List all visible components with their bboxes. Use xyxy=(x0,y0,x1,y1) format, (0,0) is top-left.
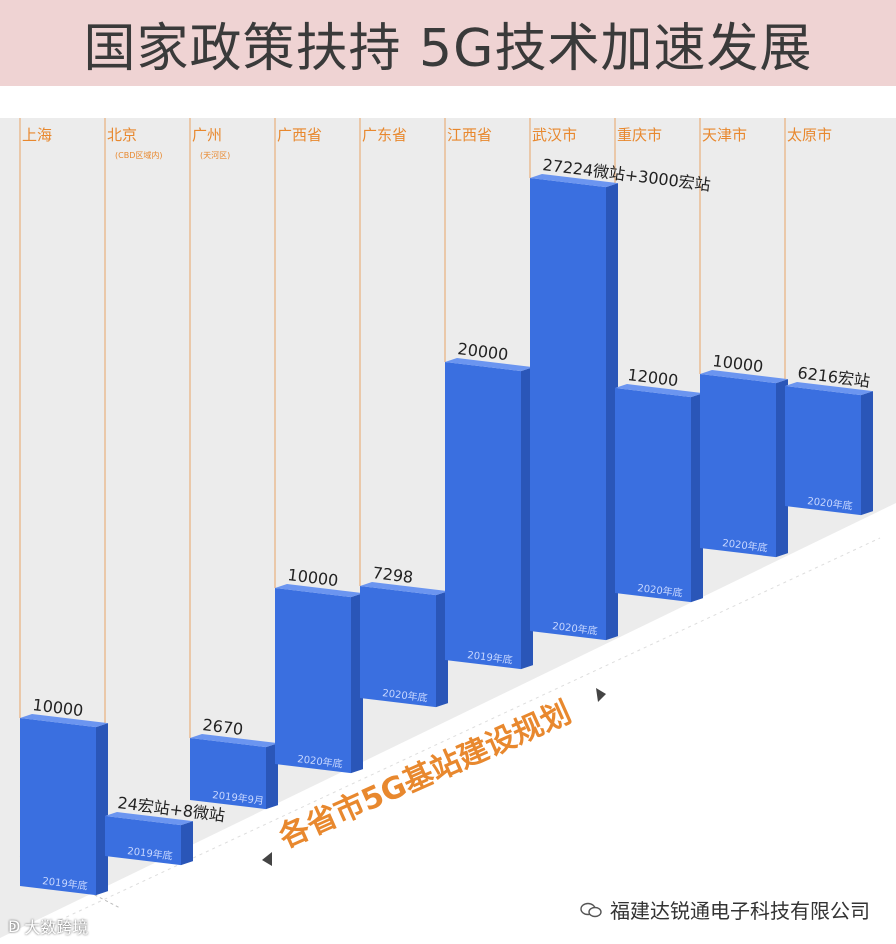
bar-top xyxy=(785,382,873,396)
bar xyxy=(700,374,776,558)
page-title: 国家政策扶持 5G技术加速发展 xyxy=(83,18,813,79)
watermark-logo-text: 大数跨境 xyxy=(24,918,89,937)
bar xyxy=(445,362,521,670)
category-sublabel: (CBD区域内) xyxy=(115,150,162,160)
category-label: 天津市 xyxy=(702,126,747,144)
bar-top xyxy=(105,812,193,826)
bar-top xyxy=(700,370,788,384)
bar xyxy=(615,388,691,603)
bar xyxy=(360,586,436,708)
watermark-company: 福建达锐通电子科技有限公司 xyxy=(580,895,870,924)
bar-side xyxy=(96,723,108,896)
bar xyxy=(190,738,266,810)
wechat-icon xyxy=(580,902,602,917)
category-label: 江西省 xyxy=(447,126,492,144)
category-label: 北京 xyxy=(107,126,137,144)
bar-top xyxy=(445,358,533,372)
bar xyxy=(105,816,181,866)
category-label: 上海 xyxy=(22,126,52,144)
category-label: 武汉市 xyxy=(532,126,577,144)
bar-top xyxy=(275,584,363,598)
bar xyxy=(275,588,351,774)
value-label: 2670 xyxy=(202,715,245,739)
value-label: 7298 xyxy=(372,563,415,587)
bar-top xyxy=(190,734,278,748)
category-label: 广东省 xyxy=(362,126,407,144)
title-arrow-right xyxy=(596,688,606,702)
category-label: 太原市 xyxy=(787,126,832,144)
chart-area: 上海 北京 (CBD区域内) 广州 (天河区) 广西省 广东省 江西省 武汉市 重庆市 天津市 太原市… xyxy=(0,108,896,944)
watermark-company-text: 福建达锐通电子科技有限公司 xyxy=(610,899,870,923)
bar xyxy=(785,386,861,516)
bar-side xyxy=(181,821,193,866)
category-label: 重庆市 xyxy=(617,126,662,144)
bar xyxy=(530,178,606,641)
title-bar: 国家政策扶持 5G技术加速发展 xyxy=(0,0,896,86)
category-label: 广西省 xyxy=(277,126,322,144)
category-label: 广州 xyxy=(192,126,222,144)
bar-top xyxy=(20,714,108,728)
category-sublabel: (天河区) xyxy=(200,150,230,160)
bar-top xyxy=(530,174,618,188)
bar-top xyxy=(615,384,703,398)
title-arrow-left xyxy=(262,852,272,866)
bar-top xyxy=(360,582,448,596)
bar xyxy=(20,718,96,896)
bar-side xyxy=(861,391,873,516)
logo-icon: ↁ xyxy=(8,916,21,936)
watermark-logo: ↁ 大数跨境 xyxy=(8,914,88,938)
bar-chart: 上海 北京 (CBD区域内) 广州 (天河区) 广西省 广东省 江西省 武汉市 重庆市 天津市 太原市… xyxy=(0,118,896,938)
